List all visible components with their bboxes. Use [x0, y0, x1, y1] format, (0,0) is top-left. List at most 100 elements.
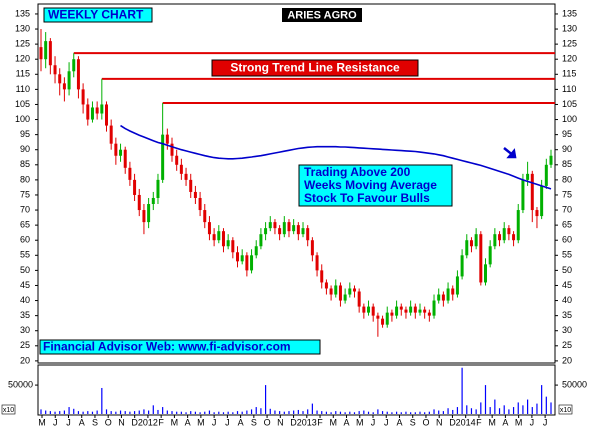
- candle-body: [268, 222, 272, 229]
- x-tick-label: O: [105, 417, 112, 427]
- candle-body: [343, 294, 347, 301]
- candle-body: [451, 288, 455, 295]
- x-tick-label: F: [476, 417, 482, 427]
- x-tick-label: 2012: [138, 417, 158, 427]
- x-tick-label: S: [410, 417, 416, 427]
- candle-body: [226, 240, 230, 247]
- volume-scale-label: x10: [560, 407, 571, 414]
- candle-body: [432, 300, 436, 316]
- candle-body: [217, 231, 221, 241]
- title-box: ARIES AGRO: [282, 8, 362, 22]
- candle-body: [273, 222, 277, 229]
- y-tick-label: 90: [20, 144, 30, 154]
- candle-body: [540, 185, 544, 217]
- y-tick-label: 25: [562, 340, 572, 350]
- candle-body: [100, 104, 104, 114]
- y-tick-label: 55: [562, 250, 572, 260]
- x-tick-label: M: [330, 417, 338, 427]
- x-tick-label: J: [66, 417, 71, 427]
- annotation-box: Trading Above 200 Weeks Moving Average S…: [298, 164, 453, 207]
- x-tick-label: M: [488, 417, 496, 427]
- x-tick-label: S: [251, 417, 257, 427]
- y-tick-label: 35: [562, 310, 572, 320]
- scale-box: [558, 404, 573, 415]
- x-tick-label: D: [290, 417, 297, 427]
- candle-body: [423, 309, 427, 313]
- y-tick-label: 105: [562, 99, 577, 109]
- candle-body: [76, 59, 80, 90]
- candle-body: [254, 246, 258, 256]
- candle-body: [81, 89, 85, 105]
- candle-body: [53, 65, 57, 75]
- candle-body: [413, 306, 417, 313]
- y-tick-label: 50: [562, 265, 572, 275]
- candle-body: [324, 282, 328, 289]
- x-tick-label: F: [317, 417, 323, 427]
- y-tick-label: 110: [16, 84, 30, 94]
- candle-body: [395, 306, 399, 316]
- annotation: Weeks Moving Average: [304, 178, 437, 192]
- x-tick-label: F: [158, 417, 164, 427]
- x-tick-label: D: [131, 417, 138, 427]
- candle-body: [474, 234, 478, 247]
- x-tick-label: M: [38, 417, 46, 427]
- y-tick-label: 20: [562, 355, 572, 365]
- y-tick-label: 135: [562, 8, 577, 18]
- moving-average: [120, 124, 552, 190]
- candle-body: [493, 234, 497, 247]
- resistance-label: Strong Trend Line Resistance: [230, 61, 400, 75]
- candle-body: [128, 167, 132, 180]
- candle-body: [498, 234, 502, 241]
- candle-body: [381, 318, 385, 325]
- candle-body: [245, 255, 249, 271]
- candle-body: [170, 143, 174, 156]
- y-tick-label: 85: [562, 159, 572, 169]
- x-tick-label: N: [277, 417, 284, 427]
- candle-body: [320, 270, 324, 283]
- candle-body: [385, 312, 389, 325]
- y-tick-label: 60: [562, 235, 572, 245]
- y-tick-label: 85: [20, 159, 30, 169]
- x-tick-label: M: [356, 417, 364, 427]
- candle-body: [399, 306, 403, 310]
- candle-body: [502, 228, 506, 241]
- x-tick-label: A: [185, 417, 191, 427]
- candle-body: [203, 210, 207, 223]
- y-tick-label: 40: [562, 295, 572, 305]
- x-tick-label: M: [171, 417, 179, 427]
- candle-body: [147, 204, 151, 223]
- candle-body: [362, 306, 366, 313]
- candle-body: [516, 210, 520, 241]
- candle-body: [334, 285, 338, 295]
- y-tick-label: 95: [562, 129, 572, 139]
- candle-body: [48, 41, 52, 66]
- candle-body: [231, 240, 235, 253]
- x-tick-label: S: [92, 417, 98, 427]
- candle-body: [161, 134, 165, 180]
- candle-body: [282, 222, 286, 235]
- candle-body: [165, 134, 169, 144]
- x-tick-label: M: [515, 417, 523, 427]
- y-tick-label: 95: [20, 129, 30, 139]
- candle-body: [212, 234, 216, 241]
- candle-body: [207, 222, 211, 235]
- x-tick-label: A: [396, 417, 402, 427]
- candle-body: [526, 173, 530, 180]
- candle-body: [90, 107, 94, 120]
- candle-body: [221, 231, 225, 247]
- candle-body: [544, 164, 548, 186]
- candle-body: [95, 107, 99, 114]
- candle-body: [151, 197, 155, 205]
- marks: 20 20 25 25 30 30 35 35 40 40 45 45 50 50 55 55 60 60 65 65…: [8, 8, 587, 427]
- candle-body: [390, 312, 394, 316]
- candle-body: [479, 234, 483, 283]
- resistance-bg: [211, 59, 419, 77]
- candle-body: [306, 228, 310, 241]
- candle-body: [67, 71, 71, 90]
- candle-body: [376, 315, 380, 319]
- title-bg: [282, 8, 362, 22]
- candle-body: [114, 143, 118, 156]
- y-tick-label: 75: [562, 189, 572, 199]
- x-tick-label: J: [53, 417, 58, 427]
